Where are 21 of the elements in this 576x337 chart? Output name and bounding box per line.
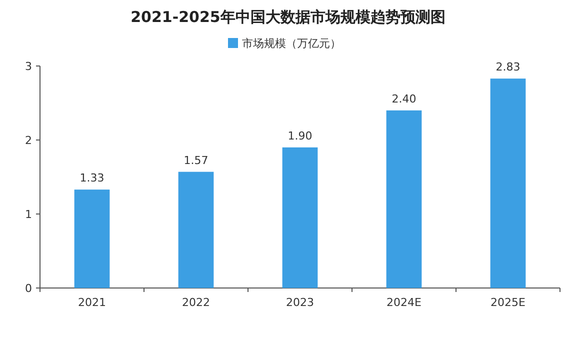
data-label: 2.83 bbox=[496, 60, 520, 74]
x-tick-label: 2022 bbox=[182, 296, 210, 309]
x-tick-label: 2023 bbox=[286, 296, 314, 309]
bar bbox=[490, 78, 526, 288]
x-tick-label: 2021 bbox=[78, 296, 106, 309]
bar bbox=[74, 190, 110, 288]
y-tick-label: 0 bbox=[25, 282, 32, 295]
chart-title: 2021-2025年中国大数据市场规模趋势预测图 bbox=[130, 8, 446, 26]
data-label: 1.33 bbox=[80, 172, 104, 185]
bar bbox=[178, 172, 214, 288]
y-tick-label: 1 bbox=[25, 208, 32, 221]
x-tick-label: 2024E bbox=[386, 296, 422, 309]
data-label: 1.57 bbox=[184, 154, 208, 167]
data-label: 1.90 bbox=[288, 129, 312, 142]
legend-label: 市场规模（万亿元） bbox=[242, 37, 341, 50]
data-label: 2.40 bbox=[392, 92, 416, 106]
y-tick-label: 2 bbox=[25, 134, 32, 147]
x-tick-label: 2025E bbox=[490, 296, 526, 309]
y-tick-label: 3 bbox=[25, 60, 32, 73]
bar bbox=[386, 110, 422, 288]
bar bbox=[282, 147, 318, 288]
